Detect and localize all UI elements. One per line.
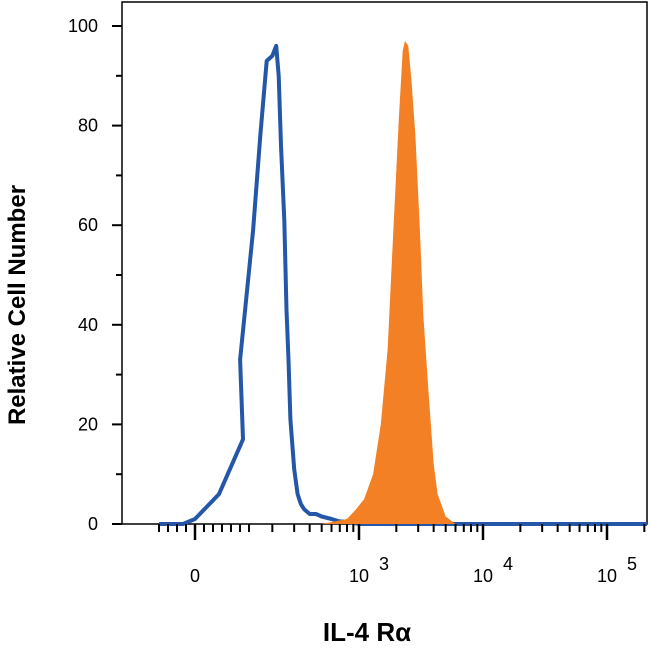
labels-layer: 0 20 40 60 80 100 0 10 3 10 4 10 5 bbox=[68, 16, 637, 586]
x-tick-label: 0 bbox=[190, 566, 200, 586]
y-tick-label: 100 bbox=[68, 16, 98, 36]
x-tick-exponent: 3 bbox=[379, 554, 389, 574]
y-tick-label: 80 bbox=[78, 116, 98, 136]
x-tick-label: 10 bbox=[473, 566, 493, 586]
y-axis-title: Relative Cell Number bbox=[4, 185, 31, 425]
x-tick-exponent: 4 bbox=[503, 554, 513, 574]
series-layer bbox=[159, 40, 647, 526]
x-axis-title: IL-4 Rα bbox=[323, 617, 411, 647]
y-tick-label: 20 bbox=[78, 414, 98, 434]
series-1-area bbox=[159, 40, 647, 525]
x-tick-label: 10 bbox=[349, 566, 369, 586]
x-tick-label: 10 bbox=[597, 566, 617, 586]
y-tick-label: 40 bbox=[78, 315, 98, 335]
y-tick-label: 0 bbox=[88, 514, 98, 534]
axes-layer bbox=[112, 25, 646, 540]
x-tick-exponent: 5 bbox=[627, 554, 637, 574]
y-tick-label: 60 bbox=[78, 215, 98, 235]
